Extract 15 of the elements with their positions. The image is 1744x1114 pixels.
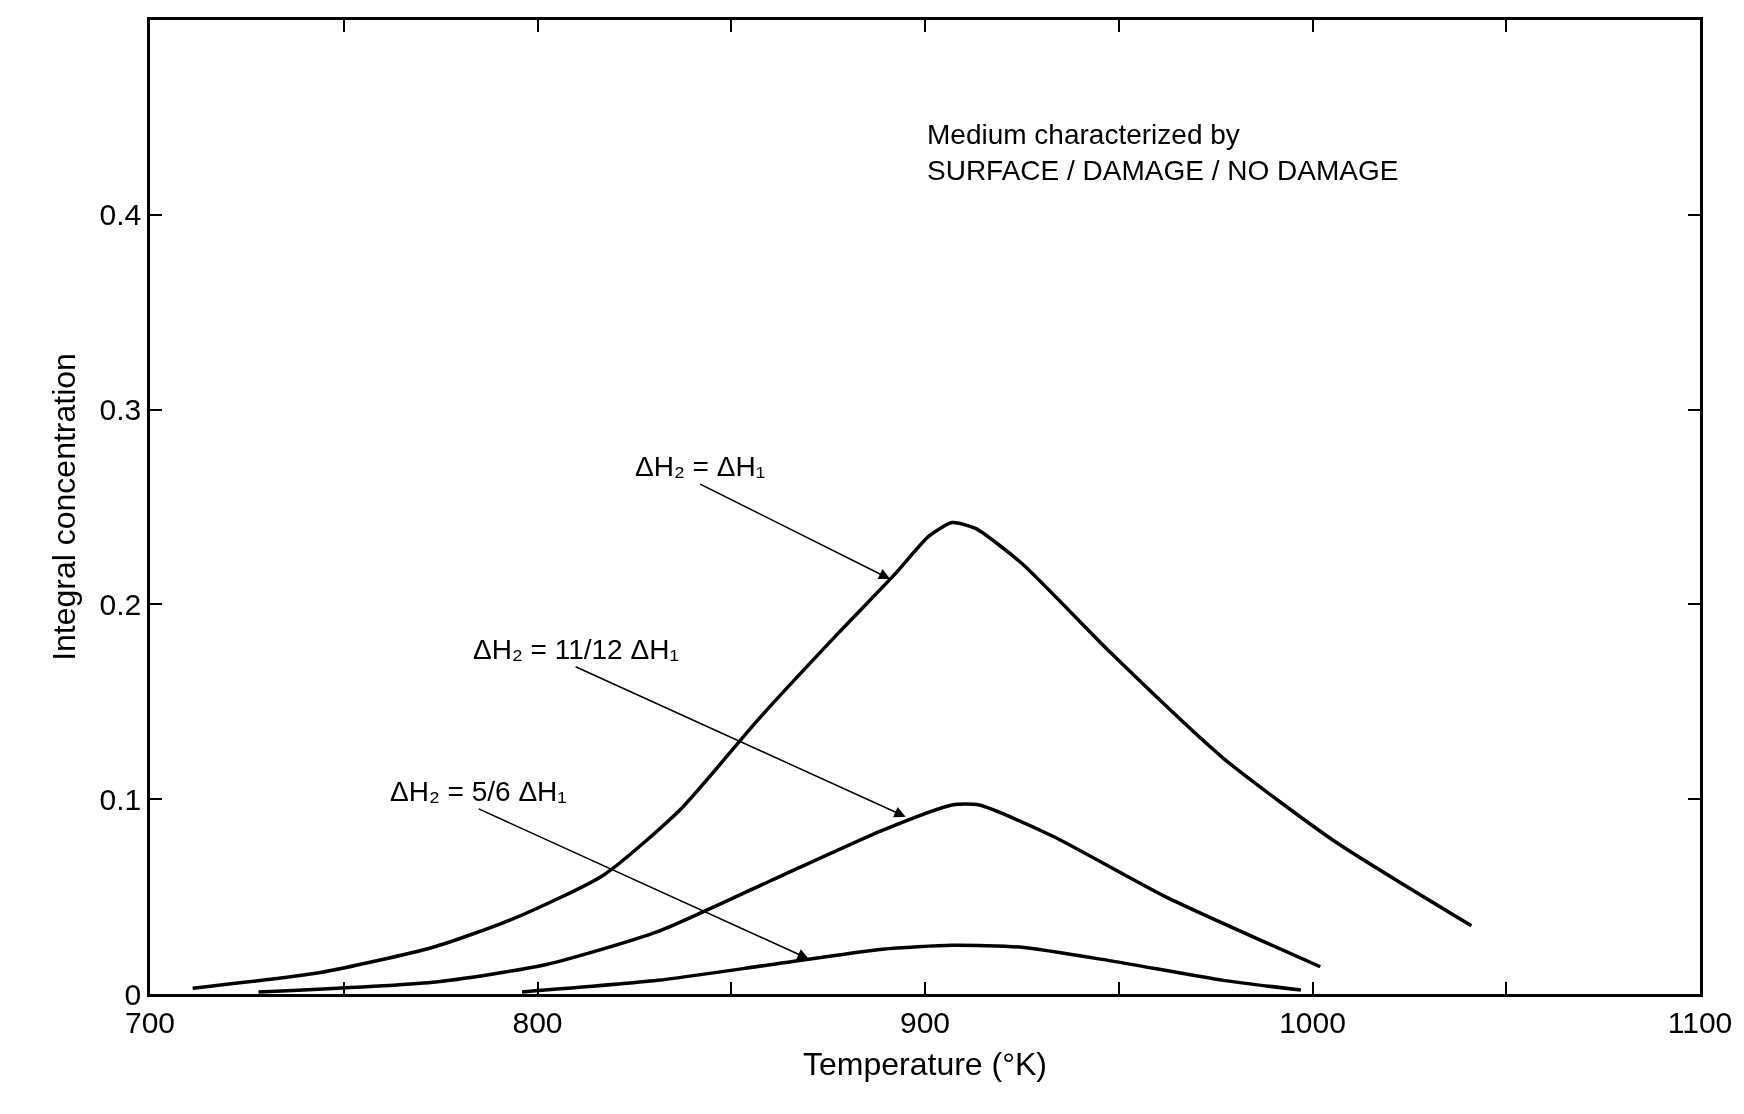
x-tick-label: 1100 — [1667, 1005, 1733, 1039]
annotation: ΔH₂ = ΔH₁ — [635, 451, 766, 482]
y-tick-label: 0.1 — [99, 782, 142, 816]
x-tick-label: 900 — [899, 1005, 951, 1039]
x-axis-title: Temperature (°K) — [803, 1045, 1047, 1082]
line-series — [190, 520, 1474, 990]
y-tick-label: 0.4 — [99, 198, 142, 232]
annotation: ΔH₂ = 5/6 ΔH₁ — [390, 776, 567, 807]
y-tick-label: 0.3 — [99, 393, 142, 427]
y-tick-label: 0.2 — [99, 587, 142, 621]
x-tick-label: 800 — [512, 1005, 563, 1039]
y-axis-title: Integral concentration — [45, 353, 82, 661]
x-tick-label: 1000 — [1279, 1005, 1346, 1039]
annotation: ΔH₂ = 11/12 ΔH₁ — [473, 634, 679, 665]
annotation: Medium characterized by SURFACE / DAMAGE / NO DAMAGE — [927, 119, 1399, 187]
